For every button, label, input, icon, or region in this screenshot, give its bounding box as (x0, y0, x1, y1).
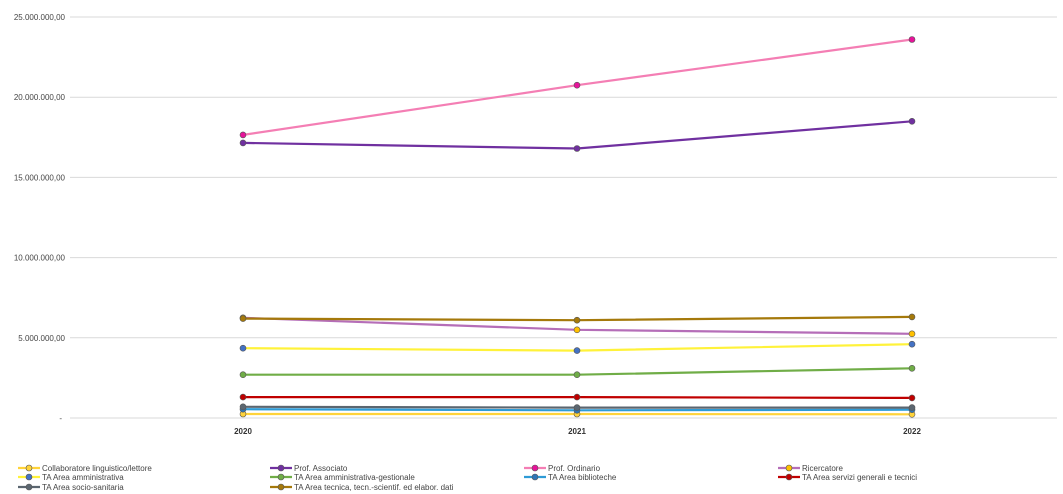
data-point (239, 139, 247, 147)
x-tick-label: 2021 (568, 427, 586, 436)
legend-label: Ricercatore (802, 464, 843, 473)
data-point (908, 313, 916, 321)
legend-label: TA Area servizi generali e tecnici (802, 473, 917, 482)
legend-label: Prof. Ordinario (548, 464, 601, 473)
legend-label: TA Area tecnica, tecn.-scientif. ed elab… (294, 483, 454, 492)
legend-label: Collaboratore linguistico/lettore (42, 464, 152, 473)
data-point (573, 81, 581, 89)
legend-item: Collaboratore linguistico/lettore (18, 464, 152, 473)
x-tick-label: 2020 (234, 427, 252, 436)
data-point (239, 403, 247, 411)
legend-item: TA Area amministrativa (18, 473, 124, 482)
y-tick-label: 10.000.000,00 (14, 254, 66, 263)
series-7 (239, 393, 916, 402)
legend-swatch-marker (785, 473, 793, 481)
legend-label: TA Area biblioteche (548, 473, 617, 482)
data-point (239, 131, 247, 139)
legend-label: TA Area socio-sanitaria (42, 483, 124, 492)
legend-item: TA Area socio-sanitaria (18, 483, 124, 492)
grid-layer (70, 16, 1057, 419)
data-point (908, 404, 916, 411)
series-9 (239, 313, 916, 324)
legend-swatch-marker (531, 464, 539, 472)
legend-label: Prof. Associato (294, 464, 348, 473)
data-point (908, 364, 916, 372)
x-tick-label: 2022 (903, 427, 921, 436)
legend-swatch-marker (531, 473, 539, 481)
data-point (573, 316, 581, 324)
data-point (573, 326, 581, 334)
legend-item: TA Area tecnica, tecn.-scientif. ed elab… (270, 483, 454, 492)
data-point (908, 118, 916, 125)
legend-swatch-marker (277, 473, 285, 481)
series-line (242, 120, 913, 150)
y-tick-label: - (59, 414, 62, 423)
legend-swatch-marker (277, 464, 285, 472)
legend-swatch-marker (25, 483, 33, 491)
data-point (239, 315, 247, 322)
y-tick-label: 5.000.000,00 (18, 334, 65, 343)
data-point (573, 371, 581, 379)
legend-label: TA Area amministrativa-gestionale (294, 473, 415, 482)
series-5 (239, 364, 916, 379)
y-tick-label: 15.000.000,00 (14, 173, 66, 182)
data-point (908, 394, 916, 402)
series-1 (239, 118, 916, 152)
legend-swatch-marker (25, 473, 33, 481)
legend-item: TA Area amministrativa-gestionale (270, 473, 415, 482)
legend-item: TA Area biblioteche (524, 473, 617, 482)
legend-swatch-marker (25, 464, 33, 472)
series-2 (239, 36, 916, 139)
series-layer (239, 36, 916, 418)
data-point (239, 393, 247, 401)
legend-swatch-marker (785, 464, 793, 472)
legend-item: Ricercatore (778, 464, 843, 473)
legend-swatch-marker (277, 483, 285, 491)
data-point (573, 393, 581, 401)
legend-item: TA Area servizi generali e tecnici (778, 473, 917, 482)
data-point (239, 344, 247, 352)
series-4 (239, 340, 916, 354)
axis-layer: - 5.000.000,00 10.000.000,00 15.000.000,00 2… (14, 13, 922, 436)
data-point (908, 36, 916, 43)
data-point (908, 340, 916, 348)
legend: Collaboratore linguistico/lettore Prof. A… (18, 464, 917, 492)
legend-item: Prof. Ordinario (524, 464, 601, 473)
data-point (573, 145, 581, 152)
series-8 (239, 403, 916, 411)
data-point (239, 371, 247, 379)
data-point (573, 404, 581, 411)
y-tick-label: 20.000.000,00 (14, 93, 66, 102)
y-tick-label: 25.000.000,00 (14, 13, 66, 22)
data-point (908, 330, 916, 338)
data-point (573, 347, 581, 354)
legend-label: TA Area amministrativa (42, 473, 124, 482)
legend-item: Prof. Associato (270, 464, 348, 473)
